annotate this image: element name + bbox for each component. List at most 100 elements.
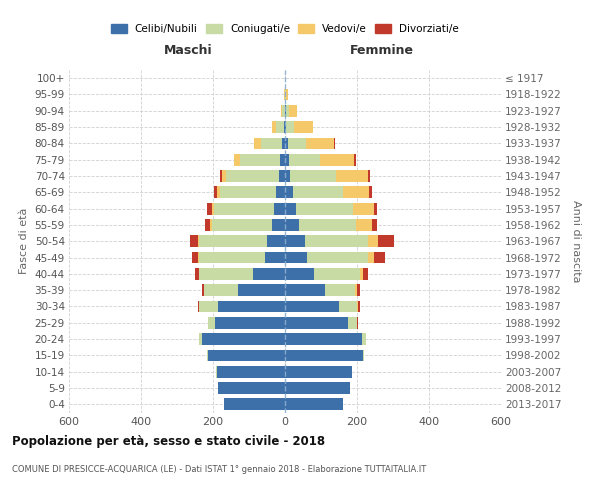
Bar: [218, 382, 285, 394]
Bar: [289, 105, 296, 117]
Bar: [272, 121, 276, 133]
Bar: [281, 105, 283, 117]
Bar: [253, 268, 285, 280]
Bar: [285, 105, 286, 117]
Bar: [199, 333, 202, 345]
Bar: [325, 284, 355, 296]
Bar: [212, 203, 214, 214]
Bar: [240, 154, 280, 166]
Bar: [234, 154, 240, 166]
Bar: [260, 138, 282, 149]
Bar: [305, 236, 368, 247]
Bar: [337, 170, 368, 182]
Bar: [285, 284, 325, 296]
Bar: [198, 236, 199, 247]
Bar: [282, 138, 285, 149]
Bar: [285, 138, 288, 149]
Bar: [285, 154, 289, 166]
Bar: [368, 236, 378, 247]
Bar: [363, 268, 368, 280]
Bar: [320, 154, 355, 166]
Bar: [348, 317, 357, 328]
Bar: [355, 284, 356, 296]
Legend: Celibi/Nubili, Coniugati/e, Vedovi/e, Divorziati/e: Celibi/Nubili, Coniugati/e, Vedovi/e, Di…: [111, 24, 459, 34]
Bar: [214, 203, 274, 214]
Bar: [199, 252, 265, 264]
Bar: [296, 203, 353, 214]
Bar: [286, 88, 288, 101]
Bar: [285, 186, 293, 198]
Bar: [204, 284, 238, 296]
Bar: [276, 186, 285, 198]
Bar: [356, 219, 372, 231]
Bar: [355, 154, 356, 166]
Bar: [285, 366, 352, 378]
Bar: [362, 333, 366, 345]
Bar: [214, 186, 217, 198]
Bar: [314, 268, 360, 280]
Bar: [307, 252, 368, 264]
Bar: [207, 350, 208, 362]
Bar: [193, 252, 198, 264]
Bar: [285, 268, 314, 280]
Bar: [295, 121, 313, 133]
Bar: [285, 170, 290, 182]
Bar: [217, 366, 285, 378]
Bar: [222, 170, 226, 182]
Bar: [285, 203, 296, 214]
Bar: [284, 121, 285, 133]
Bar: [285, 333, 362, 345]
Bar: [286, 121, 295, 133]
Bar: [199, 268, 253, 280]
Bar: [272, 219, 285, 231]
Bar: [199, 236, 267, 247]
Bar: [372, 219, 377, 231]
Bar: [343, 186, 369, 198]
Bar: [360, 268, 363, 280]
Bar: [276, 121, 284, 133]
Bar: [190, 236, 198, 247]
Bar: [285, 236, 305, 247]
Bar: [283, 105, 284, 117]
Bar: [238, 284, 285, 296]
Bar: [208, 350, 285, 362]
Text: Maschi: Maschi: [163, 44, 212, 57]
Bar: [285, 398, 343, 410]
Text: Femmine: Femmine: [350, 44, 414, 57]
Bar: [285, 121, 286, 133]
Bar: [205, 219, 211, 231]
Bar: [217, 186, 220, 198]
Bar: [218, 300, 285, 312]
Bar: [368, 170, 370, 182]
Bar: [224, 398, 285, 410]
Bar: [212, 219, 272, 231]
Bar: [226, 170, 278, 182]
Bar: [357, 300, 358, 312]
Bar: [358, 300, 359, 312]
Bar: [374, 252, 385, 264]
Bar: [254, 138, 260, 149]
Bar: [265, 252, 285, 264]
Bar: [198, 300, 199, 312]
Bar: [290, 170, 337, 182]
Bar: [233, 154, 234, 166]
Bar: [267, 236, 285, 247]
Bar: [286, 105, 289, 117]
Bar: [194, 268, 199, 280]
Bar: [202, 284, 204, 296]
Bar: [368, 252, 374, 264]
Bar: [202, 333, 285, 345]
Bar: [285, 350, 364, 362]
Bar: [285, 317, 348, 328]
Bar: [285, 382, 350, 394]
Bar: [220, 170, 222, 182]
Bar: [353, 203, 374, 214]
Bar: [280, 154, 285, 166]
Bar: [285, 219, 299, 231]
Bar: [220, 186, 276, 198]
Bar: [207, 203, 212, 214]
Bar: [208, 317, 215, 328]
Bar: [293, 186, 343, 198]
Bar: [299, 219, 356, 231]
Y-axis label: Anni di nascita: Anni di nascita: [571, 200, 581, 282]
